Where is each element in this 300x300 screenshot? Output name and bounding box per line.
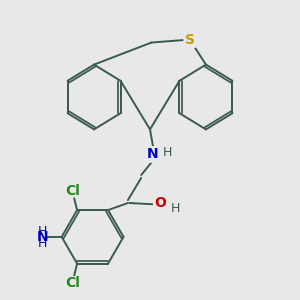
Text: O: O (154, 196, 166, 210)
Text: S: S (185, 33, 195, 46)
Text: H: H (38, 225, 47, 238)
Text: Cl: Cl (65, 276, 80, 290)
Text: Cl: Cl (65, 184, 80, 198)
Text: N: N (147, 147, 159, 161)
Text: N: N (37, 230, 48, 244)
Text: H: H (38, 237, 47, 250)
Text: H: H (163, 146, 172, 159)
Text: H: H (170, 202, 180, 215)
